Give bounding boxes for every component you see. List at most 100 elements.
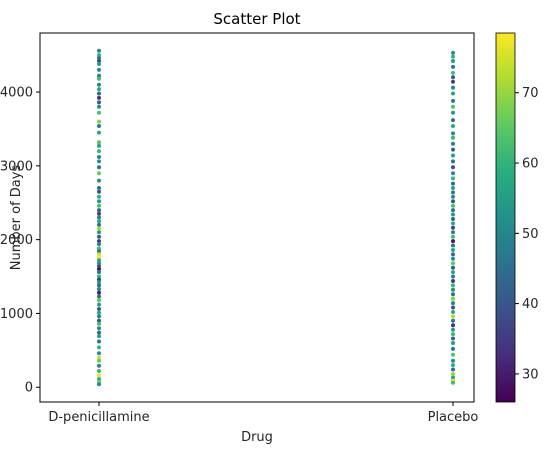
data-point <box>97 302 101 307</box>
data-point <box>451 141 455 146</box>
data-point <box>451 265 455 270</box>
data-point <box>451 310 455 314</box>
x-axis-label: Drug <box>241 430 273 445</box>
data-point <box>97 234 101 239</box>
data-point <box>97 104 101 109</box>
data-point <box>97 130 101 135</box>
data-point <box>451 296 455 301</box>
data-point <box>451 159 455 164</box>
data-point <box>97 363 101 368</box>
data-point <box>451 217 455 221</box>
y-axis-ticks: 0 1000 2000 3000 4000 <box>0 86 40 396</box>
data-point <box>97 143 101 148</box>
data-point <box>97 298 101 303</box>
data-point <box>97 110 101 115</box>
data-point <box>451 261 455 266</box>
data-point <box>451 208 455 213</box>
data-point <box>451 98 455 103</box>
data-point <box>97 258 101 263</box>
data-point <box>97 252 101 257</box>
data-point <box>97 287 101 292</box>
data-point <box>97 140 101 145</box>
data-point <box>451 70 455 75</box>
data-point <box>97 87 101 92</box>
data-point <box>97 82 101 87</box>
y-axis-label: Number of Days <box>9 165 24 271</box>
data-point <box>97 211 101 216</box>
data-point <box>451 171 455 176</box>
data-point <box>97 321 101 326</box>
data-point <box>451 147 455 152</box>
data-point <box>97 270 101 275</box>
data-point <box>97 219 101 224</box>
data-point <box>451 118 455 123</box>
data-point <box>451 230 455 235</box>
data-point <box>451 194 455 199</box>
x-tick-label: Placebo <box>428 410 479 425</box>
data-point <box>97 355 101 360</box>
data-point <box>97 100 101 105</box>
data-point <box>451 327 455 332</box>
data-point <box>451 372 455 376</box>
data-point <box>97 246 101 251</box>
data-point <box>97 226 101 231</box>
data-point <box>451 305 455 310</box>
data-point <box>451 367 455 372</box>
data-point <box>97 56 101 61</box>
data-point <box>451 274 455 279</box>
plot-area <box>39 32 475 403</box>
colorbar-tick-label: 40 <box>522 297 539 312</box>
data-point <box>451 380 455 385</box>
data-point <box>97 155 101 159</box>
data-point <box>97 382 101 387</box>
data-point <box>451 292 455 297</box>
data-point <box>97 264 101 269</box>
data-point <box>97 249 101 254</box>
data-point <box>451 336 455 341</box>
x-tick-label: D-penicillamine <box>48 410 149 425</box>
data-point <box>97 124 101 128</box>
data-point <box>451 243 455 248</box>
data-point <box>451 54 455 59</box>
data-point <box>97 373 101 378</box>
data-point <box>97 277 101 282</box>
data-point <box>97 119 101 124</box>
data-point <box>451 358 455 363</box>
data-point <box>97 189 101 194</box>
data-point <box>451 186 455 190</box>
data-point <box>451 314 455 319</box>
data-point <box>97 203 101 208</box>
data-point <box>451 332 455 337</box>
data-point <box>451 212 455 217</box>
data-point <box>97 330 101 335</box>
data-point <box>97 194 101 199</box>
data-point <box>451 199 455 204</box>
colorbar-tick-label: 30 <box>522 367 539 382</box>
data-point <box>451 110 455 115</box>
data-point <box>97 255 101 260</box>
data-point <box>97 178 101 183</box>
data-point <box>451 153 455 158</box>
data-point <box>97 294 101 299</box>
data-point <box>97 307 101 311</box>
data-point <box>451 352 455 357</box>
colorbar-tick-label: 70 <box>522 86 539 101</box>
data-point <box>451 225 455 230</box>
data-point <box>97 274 101 279</box>
data-point <box>451 323 455 328</box>
data-point <box>97 358 101 363</box>
data-point <box>97 339 101 344</box>
data-point <box>451 287 455 292</box>
data-point <box>97 280 101 285</box>
y-tick-label: 4000 <box>0 86 33 101</box>
data-point <box>97 59 101 63</box>
data-point <box>451 234 455 239</box>
data-point <box>451 279 455 283</box>
data-point <box>97 334 101 339</box>
data-point <box>97 208 101 213</box>
data-point <box>97 345 101 350</box>
data-point <box>451 50 455 55</box>
data-point <box>97 199 101 204</box>
data-point <box>451 221 455 226</box>
data-point <box>97 76 101 81</box>
